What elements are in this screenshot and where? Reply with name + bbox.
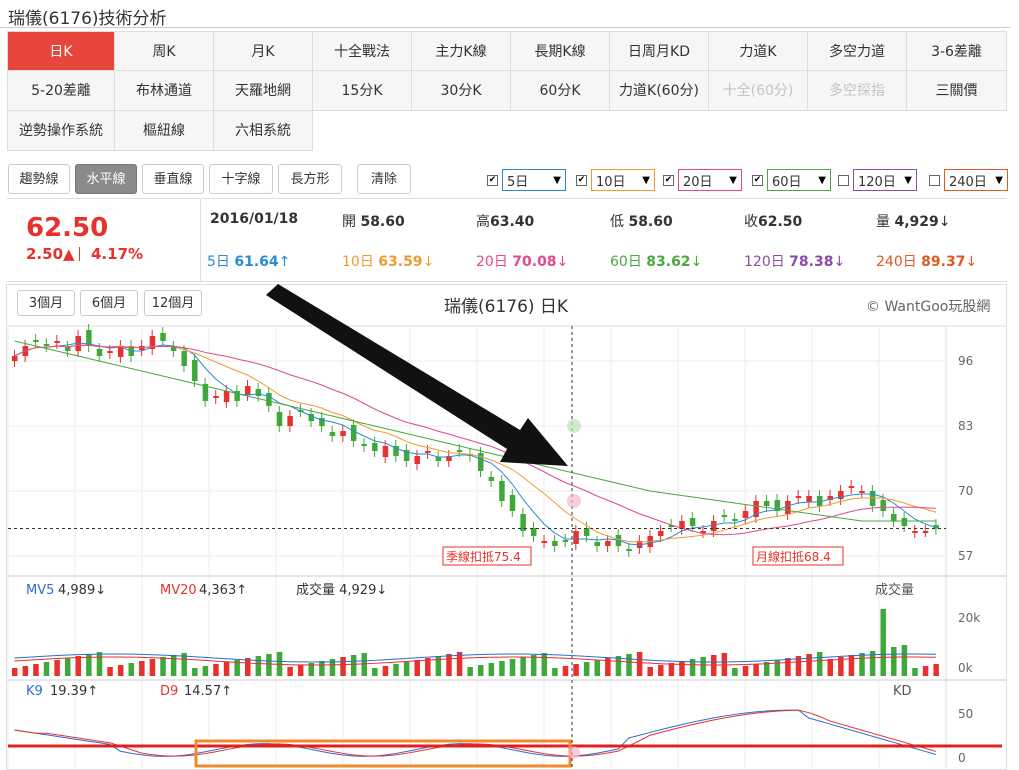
ma-value-2: 20日 70.08↓ [476,254,569,270]
chevron-down-icon: ▼ [818,174,826,186]
tool-button-0[interactable]: 趨勢線 [8,164,70,194]
tab-row2-1[interactable]: 布林通道 [115,71,214,111]
ma-value-0: 5日 61.64↑ [207,254,291,270]
tab-row3-1[interactable]: 樞紐線 [115,111,214,151]
ma-dropdown-label: 60日 [772,174,802,190]
range-button-1[interactable]: 6個月 [80,290,138,316]
ma-select-group-4: 120日 ▼ [838,168,917,192]
price-change-percent: 4.17% [91,245,144,263]
ma-dropdown[interactable]: 5日 ▼ [502,169,566,191]
tab-row2-3[interactable]: 15分K [313,71,412,111]
chart-title: 瑞儀(6176) 日K [444,297,569,317]
quote-high: 高63.40 [476,214,535,230]
ma-select-group-5: 240日 ▼ [929,168,1008,192]
ma-dropdown[interactable]: 60日 ▼ [767,169,831,191]
ma-value-3: 60日 83.62↓ [610,254,703,270]
ma-checkbox[interactable]: ✔ [752,174,763,186]
range-button-2[interactable]: 12個月 [144,290,202,316]
ma-select-group-0: ✔ 5日 ▼ [487,168,566,192]
ma-dropdown-label: 20日 [683,174,713,190]
ma-checkbox[interactable]: ✔ [487,174,498,186]
tool-button-3[interactable]: 十字線 [209,164,273,194]
tab-row2-5[interactable]: 60分K [511,71,610,111]
tab-row2-6[interactable]: 力道K(60分) [610,71,709,111]
tab-row1-6[interactable]: 日周月KD [610,31,709,71]
chevron-down-icon: ▼ [904,174,912,186]
chevron-down-icon: ▼ [642,174,650,186]
tab-row2-7[interactable]: 十全(60分) [709,71,808,111]
price-change: 2.50▲ [26,245,75,263]
tool-button-4[interactable]: 長方形 [278,164,342,194]
ma-checkbox[interactable]: ✔ [663,174,674,186]
tab-row1-1[interactable]: 周K [115,31,214,71]
quote-low: 低 58.60 [610,214,673,230]
tab-row2-0[interactable]: 5-20差離 [7,71,115,111]
ma-select-group-3: ✔ 60日 ▼ [752,168,831,192]
tab-row2-4[interactable]: 30分K [412,71,511,111]
tab-row1-8[interactable]: 多空力道 [808,31,907,71]
ma-value-5: 240日 89.37↓ [876,254,978,270]
page-title: 瑞儀(6176)技術分析 [8,9,167,29]
tab-row2-2[interactable]: 天羅地網 [214,71,313,111]
tab-row1-9[interactable]: 3-6差離 [907,31,1007,71]
tool-button-1[interactable]: 水平線 [75,164,137,194]
ma-dropdown[interactable]: 20日 ▼ [678,169,742,191]
tab-row3-filler [313,111,1007,151]
tab-row3-0[interactable]: 逆勢操作系統 [7,111,115,151]
chart-credit: © WantGoo玩股網 [866,299,991,315]
summary-divider [200,199,201,281]
quote-close: 收62.50 [744,214,803,230]
quote-date: 2016/01/18 [210,211,299,227]
last-price: 62.50 [26,213,109,243]
ma-dropdown-label: 5日 [507,174,529,190]
ma-dropdown-label: 240日 [949,174,987,190]
ma-value-4: 120日 78.38↓ [744,254,846,270]
ma-dropdown[interactable]: 120日 ▼ [853,169,917,191]
tab-row2-9[interactable]: 三關價 [907,71,1007,111]
ma-dropdown[interactable]: 240日 ▼ [944,169,1008,191]
ma-checkbox[interactable] [929,174,940,186]
chart-panel [6,284,1007,770]
chevron-down-icon: ▼ [553,174,561,186]
quote-summary: 62.50 2.50▲ 4.17% 2016/01/18 開 58.60 高63… [6,198,1007,282]
price-separator [79,247,80,261]
tab-row1-4[interactable]: 主力K線 [412,31,511,71]
chevron-down-icon: ▼ [995,174,1003,186]
ma-dropdown-label: 120日 [858,174,896,190]
range-button-0[interactable]: 3個月 [17,290,75,316]
ma-value-1: 10日 63.59↓ [342,254,435,270]
ma-checkbox[interactable] [838,174,849,186]
quote-volume: 量 4,929↓ [876,214,951,230]
tool-button-2[interactable]: 垂直線 [142,164,204,194]
ma-select-group-1: ✔ 10日 ▼ [576,168,655,192]
tab-row1-7[interactable]: 力道K [709,31,808,71]
tab-row2-8[interactable]: 多空探指 [808,71,907,111]
chevron-down-icon: ▼ [729,174,737,186]
tool-button-5[interactable]: 清除 [357,164,411,194]
tab-row1-2[interactable]: 月K [214,31,313,71]
title-divider [0,27,1010,28]
tab-row1-5[interactable]: 長期K線 [511,31,610,71]
quote-open: 開 58.60 [342,214,405,230]
ma-dropdown-label: 10日 [596,174,626,190]
tab-row1-3[interactable]: 十全戰法 [313,31,412,71]
ma-dropdown[interactable]: 10日 ▼ [591,169,655,191]
ma-checkbox[interactable]: ✔ [576,174,587,186]
ma-select-group-2: ✔ 20日 ▼ [663,168,742,192]
tab-row1-0[interactable]: 日K [7,31,115,71]
tab-row3-2[interactable]: 六相系統 [214,111,313,151]
